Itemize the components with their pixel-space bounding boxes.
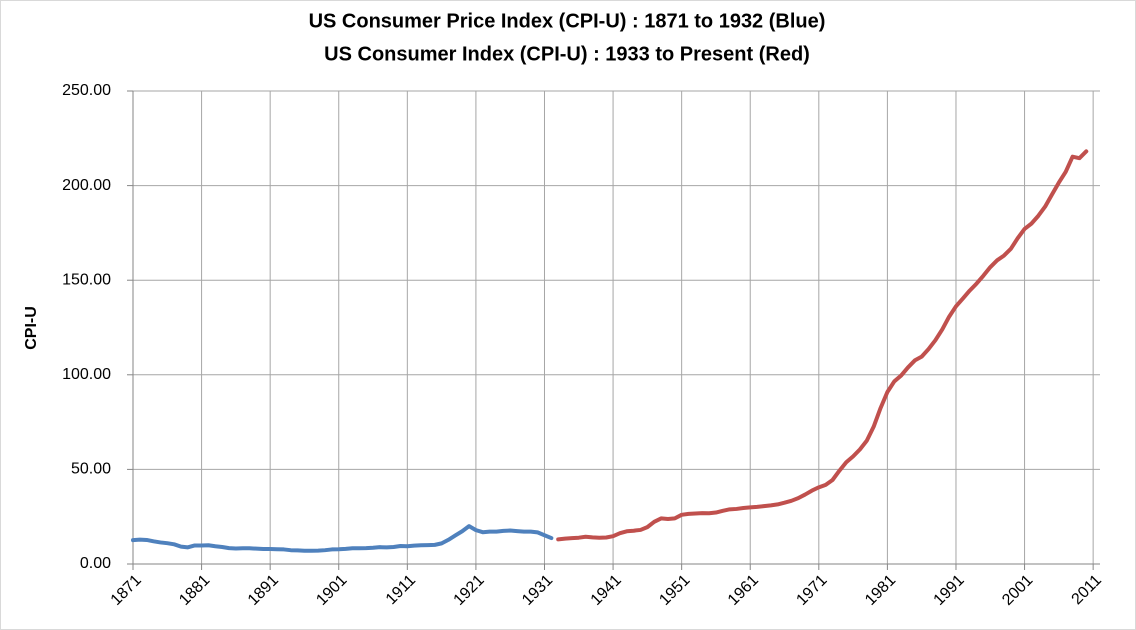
y-tick-label: 0.00: [80, 555, 111, 572]
y-tick-label: 100.00: [62, 366, 111, 383]
y-tick-label: 150.00: [62, 271, 111, 288]
y-axis-label: CPI-U: [23, 306, 40, 350]
chart-title: US Consumer Price Index (CPI-U) : 1871 t…: [309, 10, 826, 32]
y-tick-label: 200.00: [62, 177, 111, 194]
series-line: [556, 149, 1089, 542]
series-line: [131, 524, 554, 553]
y-tick-label: 250.00: [62, 82, 111, 99]
y-tick-label: 50.00: [71, 461, 111, 478]
chart-subtitle: US Consumer Index (CPI-U) : 1933 to Pres…: [324, 43, 810, 65]
